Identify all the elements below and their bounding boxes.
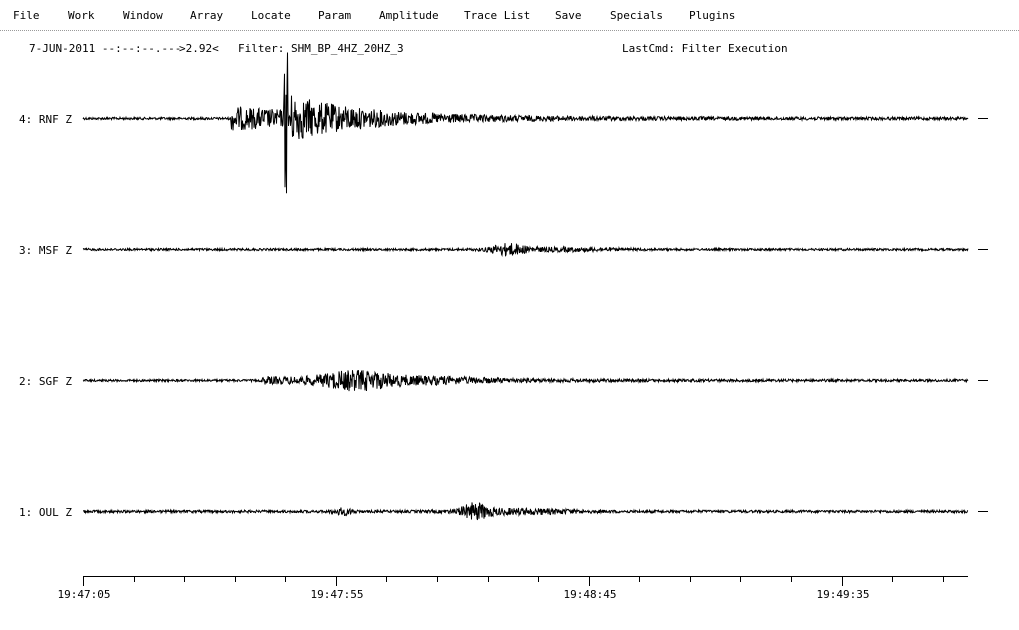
filter-readout: Filter: SHM_BP_4HZ_20HZ_3 (238, 42, 404, 55)
menu-specials[interactable]: Specials (610, 9, 663, 22)
trace-waveform-msf[interactable] (82, 243, 969, 257)
date-time-readout: 7-JUN-2011 --:--:--.--- (29, 42, 182, 55)
trace-waveform-oul[interactable] (83, 502, 969, 521)
menu-amplitude[interactable]: Amplitude (379, 9, 439, 22)
trace-label-rnf[interactable]: 4: RNF Z (19, 113, 72, 126)
trace-label-oul[interactable]: 1: OUL Z (19, 506, 72, 519)
time-tick-label: 19:47:55 (310, 588, 364, 601)
menu-bar: File Work Window Array Locate Param Ampl… (0, 0, 1019, 31)
trace-waveform-rnf[interactable] (82, 52, 969, 194)
menu-window[interactable]: Window (123, 9, 163, 22)
time-tick-label: 19:48:45 (563, 588, 617, 601)
time-tick-label: 19:47:05 (57, 588, 111, 601)
trace-label-sgf[interactable]: 2: SGF Z (19, 375, 72, 388)
value-readout: >2.92< (179, 42, 219, 55)
menu-array[interactable]: Array (190, 9, 224, 22)
menu-locate[interactable]: Locate (251, 9, 291, 22)
menu-save[interactable]: Save (555, 9, 582, 22)
menu-trace-list[interactable]: Trace List (464, 9, 531, 22)
menu-param[interactable]: Param (318, 9, 352, 22)
menu-work[interactable]: Work (68, 9, 95, 22)
menu-plugins[interactable]: Plugins (689, 9, 736, 22)
last-command-readout: LastCmd: Filter Execution (622, 42, 788, 55)
menu-file[interactable]: File (13, 9, 40, 22)
time-axis (83, 576, 968, 586)
trace-label-msf[interactable]: 3: MSF Z (19, 244, 72, 257)
time-tick-label: 19:49:35 (816, 588, 870, 601)
trace-waveform-sgf[interactable] (82, 370, 969, 392)
